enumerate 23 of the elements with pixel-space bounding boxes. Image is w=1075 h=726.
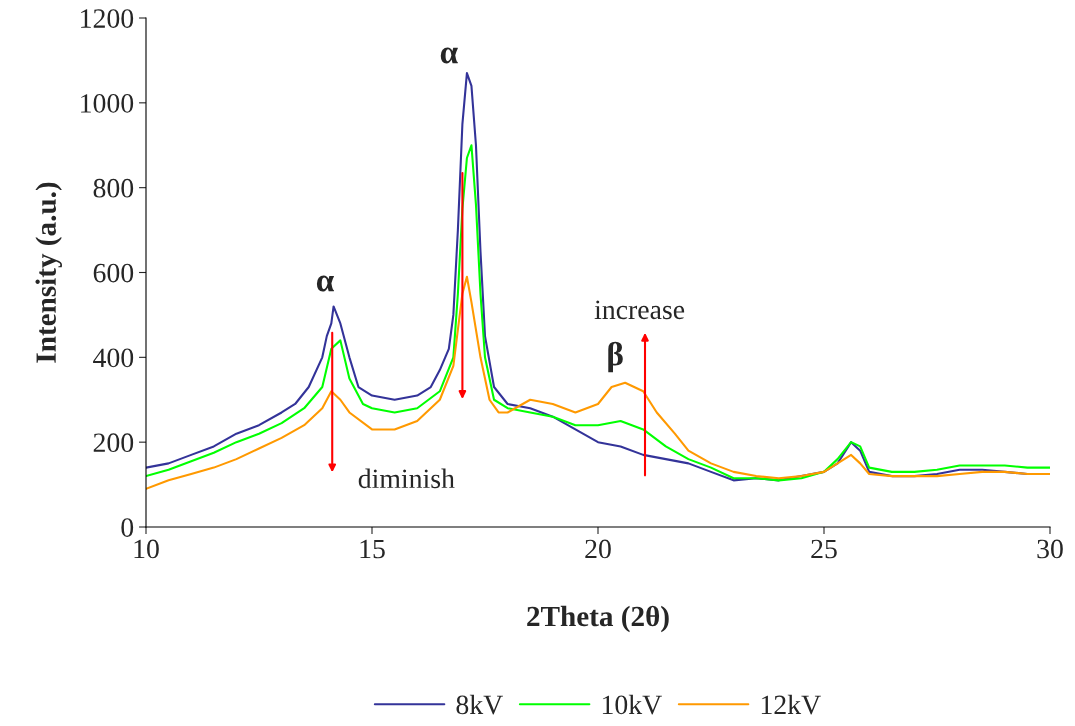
y-tick-label: 200	[93, 433, 134, 453]
y-tick-label: 1000	[81, 94, 134, 113]
annotation: β	[608, 341, 623, 373]
annotation: diminish	[358, 468, 455, 489]
x-tick-label: 25	[811, 539, 837, 559]
legend-label: 10kV	[602, 694, 662, 715]
x-axis-title: 2Theta (2θ)	[527, 605, 669, 633]
y-tick-label: 800	[93, 178, 134, 198]
annotation: α	[440, 47, 458, 64]
y-tick-label: 0	[121, 518, 134, 537]
y-tick-label: 1200	[81, 9, 134, 28]
y-tick-label: 600	[93, 263, 134, 283]
y-axis-title: Intensity (a.u.)	[35, 182, 62, 363]
x-tick-label: 30	[1037, 539, 1063, 559]
line-series	[146, 275, 1050, 490]
legend-label: 8kV	[456, 694, 503, 715]
annotation: α	[316, 275, 334, 292]
x-tick-label: 20	[585, 539, 611, 559]
y-tick-label: 400	[93, 348, 134, 368]
annotation: increase	[594, 300, 685, 320]
x-tick-label: 10	[134, 539, 159, 559]
x-tick-label: 15	[360, 539, 385, 559]
legend-label: 12kV	[761, 694, 821, 715]
